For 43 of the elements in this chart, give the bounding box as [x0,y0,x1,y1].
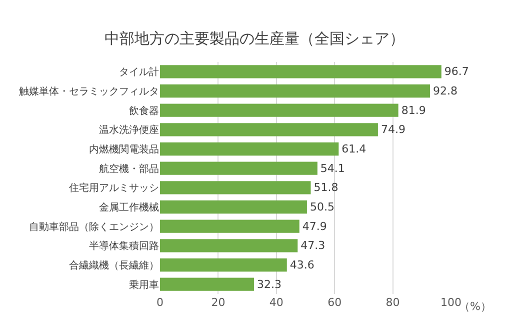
data-label: 74.9 [380,123,406,136]
data-label: 54.1 [320,162,345,175]
y-tick-label: 航空機・部品 [99,162,159,175]
data-label: 61.4 [342,142,366,156]
bar [160,104,398,117]
y-tick-label: 金属工作機械 [99,202,159,214]
data-label: 51.8 [314,181,338,194]
y-tick-label: 乗用車 [129,278,159,291]
y-tick-label: 飲食器 [129,104,159,117]
y-tick-label: 半導体集積回路 [89,240,159,252]
y-tick-label: 合繊織機（長繊維） [69,260,159,272]
data-label: 92.8 [433,84,458,98]
chart-title: 中部地方の主要製品の生産量（全国シェア） [104,30,404,48]
x-tick-label: 100 [440,296,462,309]
bar [160,162,318,175]
x-tick-label: 80 [386,296,400,309]
bar [160,123,378,136]
bar [160,278,254,291]
bar [160,142,339,156]
y-tick-label: 温水洗浄便座 [99,124,159,136]
data-label: 32.3 [256,278,282,291]
x-tick-label: 40 [269,296,284,309]
bar [160,181,311,194]
data-label: 96.7 [444,65,469,78]
bar [160,84,430,98]
data-label: 47.3 [300,239,326,252]
bar [160,200,307,214]
bar [160,239,298,252]
x-tick-label: 20 [211,296,226,309]
bar [160,220,300,233]
x-tick-label: 0 [156,296,164,309]
y-tick-label: 内燃機関電装品 [89,144,159,156]
y-tick-label: 自動車部品（除くエンジン） [29,220,159,233]
y-tick-label: タイル計 [119,66,159,78]
bar [160,258,287,272]
data-label: 50.5 [310,200,334,214]
bar [160,65,442,78]
data-label: 81.9 [401,104,426,117]
data-label: 43.6 [290,258,314,272]
x-tick-label: 60 [328,296,342,309]
y-tick-label: 住宅用アルミサッシ [69,182,159,194]
data-label: 47.9 [302,220,327,233]
y-tick-label: 触媒単体・セラミックフィルタ [19,86,159,98]
